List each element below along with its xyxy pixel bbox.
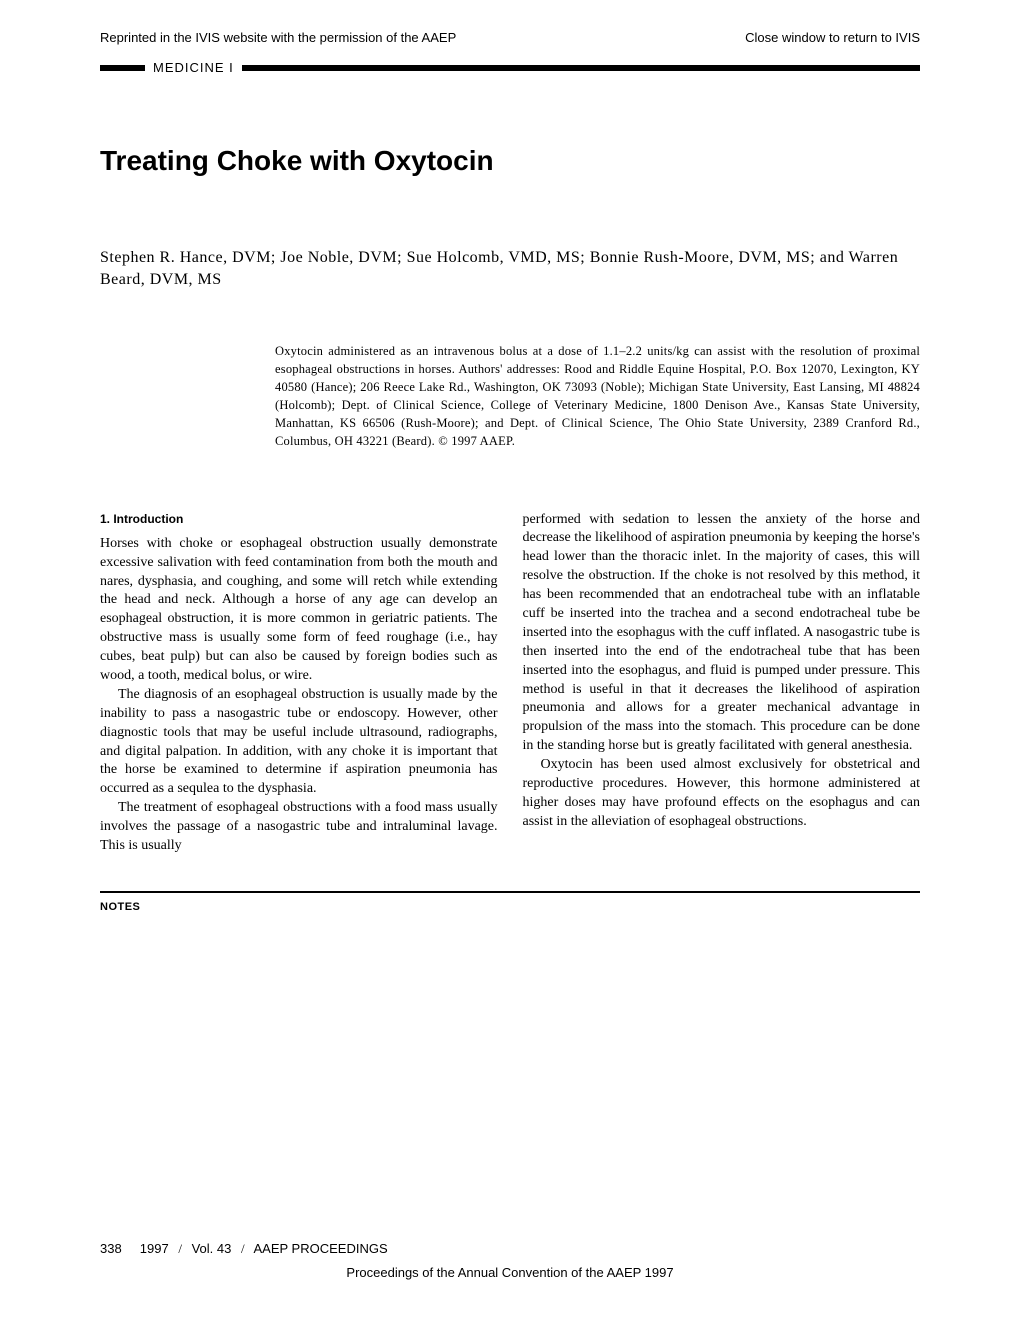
section-bar-left [100,65,145,71]
paragraph: Oxytocin has been used almost exclusivel… [523,756,921,832]
section-header: MEDICINE I [100,60,920,75]
column-left: 1. Introduction Horses with choke or eso… [100,511,498,856]
paragraph: performed with sedation to lessen the an… [523,511,921,757]
article-title: Treating Choke with Oxytocin [100,145,920,177]
divider: / [241,1241,245,1256]
top-header: Reprinted in the IVIS website with the p… [100,30,920,45]
notes-label: NOTES [100,901,920,913]
paragraph: Horses with choke or esophageal obstruct… [100,535,498,686]
section-bar-right [242,65,920,71]
footer-convention: Proceedings of the Annual Convention of … [100,1265,920,1280]
reprint-notice: Reprinted in the IVIS website with the p… [100,30,456,45]
authors: Stephen R. Hance, DVM; Joe Noble, DVM; S… [100,247,920,292]
abstract: Oxytocin administered as an intravenous … [275,342,920,451]
footer-proceedings: AAEP PROCEEDINGS [253,1241,387,1256]
footer-citation: 338 1997 / Vol. 43 / AAEP PROCEEDINGS [100,1241,920,1257]
footer-volume: Vol. 43 [192,1241,232,1256]
notes-section: NOTES [100,891,920,913]
close-notice: Close window to return to IVIS [745,30,920,45]
divider: / [178,1241,182,1256]
footer: 338 1997 / Vol. 43 / AAEP PROCEEDINGS Pr… [100,1241,920,1280]
paragraph: The treatment of esophageal obstructions… [100,799,498,856]
paragraph: The diagnosis of an esophageal obstructi… [100,686,498,799]
notes-rule [100,891,920,893]
page-number: 338 [100,1241,122,1256]
section-label: MEDICINE I [153,60,234,75]
column-right: performed with sedation to lessen the an… [523,511,921,856]
intro-heading: 1. Introduction [100,511,498,527]
body-columns: 1. Introduction Horses with choke or eso… [100,511,920,856]
footer-year: 1997 [140,1241,169,1256]
